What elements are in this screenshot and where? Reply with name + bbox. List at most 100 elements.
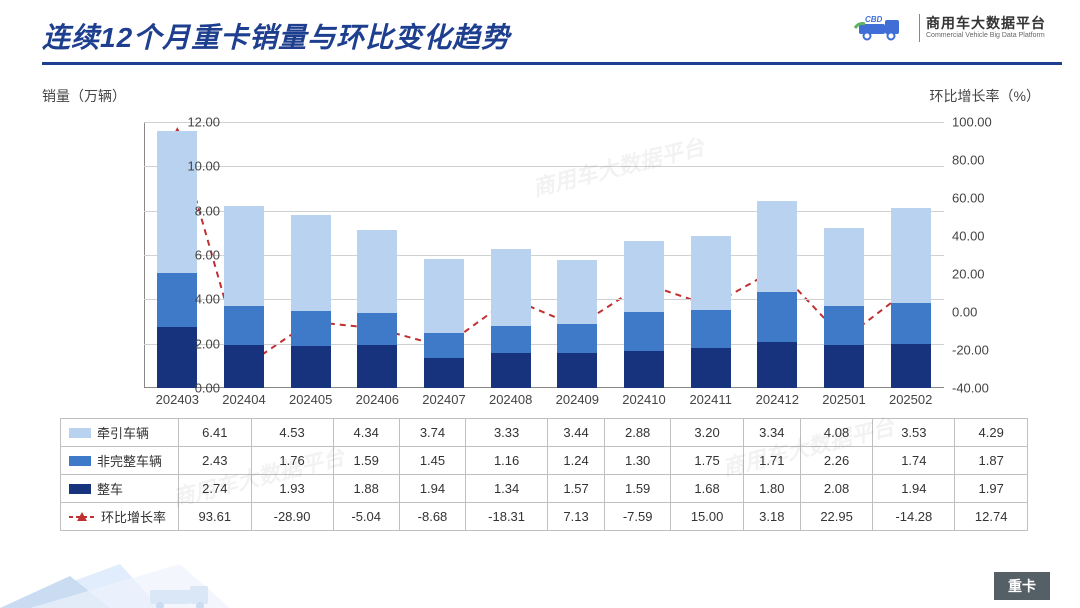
y-tick-right: 0.00 — [952, 305, 1012, 320]
y-tick-right: -40.00 — [952, 381, 1012, 396]
x-tick: 202412 — [756, 392, 799, 407]
bar-非完整车辆 — [424, 333, 464, 359]
table-cell: 1.45 — [399, 447, 465, 475]
table-row: 整车2.741.931.881.941.341.571.591.681.802.… — [61, 475, 1028, 503]
y-tick-right: 80.00 — [952, 153, 1012, 168]
table-cell: 3.34 — [743, 419, 800, 447]
logo-truck-icon: CBD — [853, 14, 913, 42]
bar-牵引车辆 — [624, 241, 664, 312]
x-tick: 202411 — [689, 392, 731, 407]
x-tick: 202406 — [356, 392, 399, 407]
bar-整车 — [224, 345, 264, 388]
footer-decoration — [0, 556, 280, 608]
bar-非完整车辆 — [824, 306, 864, 345]
bar-整车 — [557, 353, 597, 388]
table-cell: 4.08 — [800, 419, 873, 447]
y-axis-left-label: 销量（万辆） — [42, 86, 126, 106]
legend-label: 环比增长率 — [101, 507, 166, 526]
table-cell: -14.28 — [873, 503, 955, 531]
bar-整车 — [491, 353, 531, 388]
y-tick-right: -20.00 — [952, 343, 1012, 358]
logo: CBD 商用车大数据平台 Commercial Vehicle Big Data… — [853, 14, 1046, 42]
y-axis-right-label: 环比增长率（%） — [930, 86, 1040, 106]
table-cell: 2.88 — [605, 419, 671, 447]
legend-label: 牵引车辆 — [97, 423, 149, 442]
table-cell: 3.53 — [873, 419, 955, 447]
legend-label: 非完整车辆 — [97, 451, 162, 470]
table-cell: 2.74 — [179, 475, 252, 503]
bar-非完整车辆 — [624, 312, 664, 351]
table-cell: -28.90 — [251, 503, 333, 531]
bar-牵引车辆 — [757, 201, 797, 291]
swatch-icon — [69, 456, 91, 466]
svg-text:CBD: CBD — [865, 15, 883, 24]
gridline — [144, 122, 944, 123]
table-cell: 6.41 — [179, 419, 252, 447]
table-cell: 1.57 — [548, 475, 605, 503]
bar-整车 — [757, 342, 797, 388]
table-cell: 4.53 — [251, 419, 333, 447]
table-cell: 1.30 — [605, 447, 671, 475]
bar-非完整车辆 — [891, 303, 931, 344]
bar-牵引车辆 — [691, 236, 731, 310]
table-cell: 3.44 — [548, 419, 605, 447]
bar-牵引车辆 — [557, 260, 597, 324]
bar-非完整车辆 — [757, 292, 797, 342]
table-cell: 15.00 — [671, 503, 744, 531]
table-cell: 1.87 — [955, 447, 1028, 475]
table-cell: 22.95 — [800, 503, 873, 531]
table-cell: 1.76 — [251, 447, 333, 475]
table-cell: 1.24 — [548, 447, 605, 475]
table-cell: 1.75 — [671, 447, 744, 475]
table-cell: -8.68 — [399, 503, 465, 531]
table-cell: 12.74 — [955, 503, 1028, 531]
x-tick: 202405 — [289, 392, 332, 407]
table-cell: 7.13 — [548, 503, 605, 531]
table-cell: -7.59 — [605, 503, 671, 531]
table-cell: 2.08 — [800, 475, 873, 503]
bar-整车 — [424, 358, 464, 388]
table-cell: 2.43 — [179, 447, 252, 475]
y-tick-left: 2.00 — [170, 336, 220, 351]
table-cell: 1.71 — [743, 447, 800, 475]
y-tick-left: 12.00 — [170, 115, 220, 130]
bar-非完整车辆 — [491, 326, 531, 353]
table-cell: 3.20 — [671, 419, 744, 447]
footer-badge: 重卡 — [994, 572, 1050, 600]
y-tick-left: 8.00 — [170, 203, 220, 218]
x-tick: 202404 — [222, 392, 265, 407]
bar-牵引车辆 — [224, 206, 264, 306]
table-row: 环比增长率93.61-28.90-5.04-8.68-18.317.13-7.5… — [61, 503, 1028, 531]
table-cell: 3.33 — [466, 419, 548, 447]
x-tick: 202409 — [556, 392, 599, 407]
legend-cell: 环比增长率 — [61, 503, 179, 531]
table-cell: 1.59 — [333, 447, 399, 475]
table-cell: -18.31 — [466, 503, 548, 531]
y-tick-left: 4.00 — [170, 292, 220, 307]
bar-牵引车辆 — [424, 259, 464, 333]
table-cell: 1.94 — [399, 475, 465, 503]
x-tick: 202502 — [889, 392, 932, 407]
x-tick: 202407 — [422, 392, 465, 407]
bar-非完整车辆 — [291, 311, 331, 346]
table-cell: 3.18 — [743, 503, 800, 531]
legend-cell: 牵引车辆 — [61, 419, 179, 447]
bar-牵引车辆 — [891, 208, 931, 303]
legend-label: 整车 — [97, 479, 123, 498]
chart: 0.002.004.006.008.0010.0012.00-40.00-20.… — [60, 108, 1028, 438]
y-tick-right: 100.00 — [952, 115, 1012, 130]
bar-牵引车辆 — [491, 249, 531, 325]
gridline — [144, 166, 944, 167]
legend-cell: 整车 — [61, 475, 179, 503]
bar-非完整车辆 — [557, 324, 597, 353]
title-underline — [42, 62, 1062, 65]
table-cell: 1.97 — [955, 475, 1028, 503]
bar-非完整车辆 — [357, 313, 397, 345]
swatch-icon — [69, 484, 91, 494]
table-cell: 1.68 — [671, 475, 744, 503]
x-tick: 202501 — [822, 392, 865, 407]
table-cell: 4.34 — [333, 419, 399, 447]
bar-非完整车辆 — [224, 306, 264, 345]
table-cell: 1.80 — [743, 475, 800, 503]
table-cell: 1.59 — [605, 475, 671, 503]
